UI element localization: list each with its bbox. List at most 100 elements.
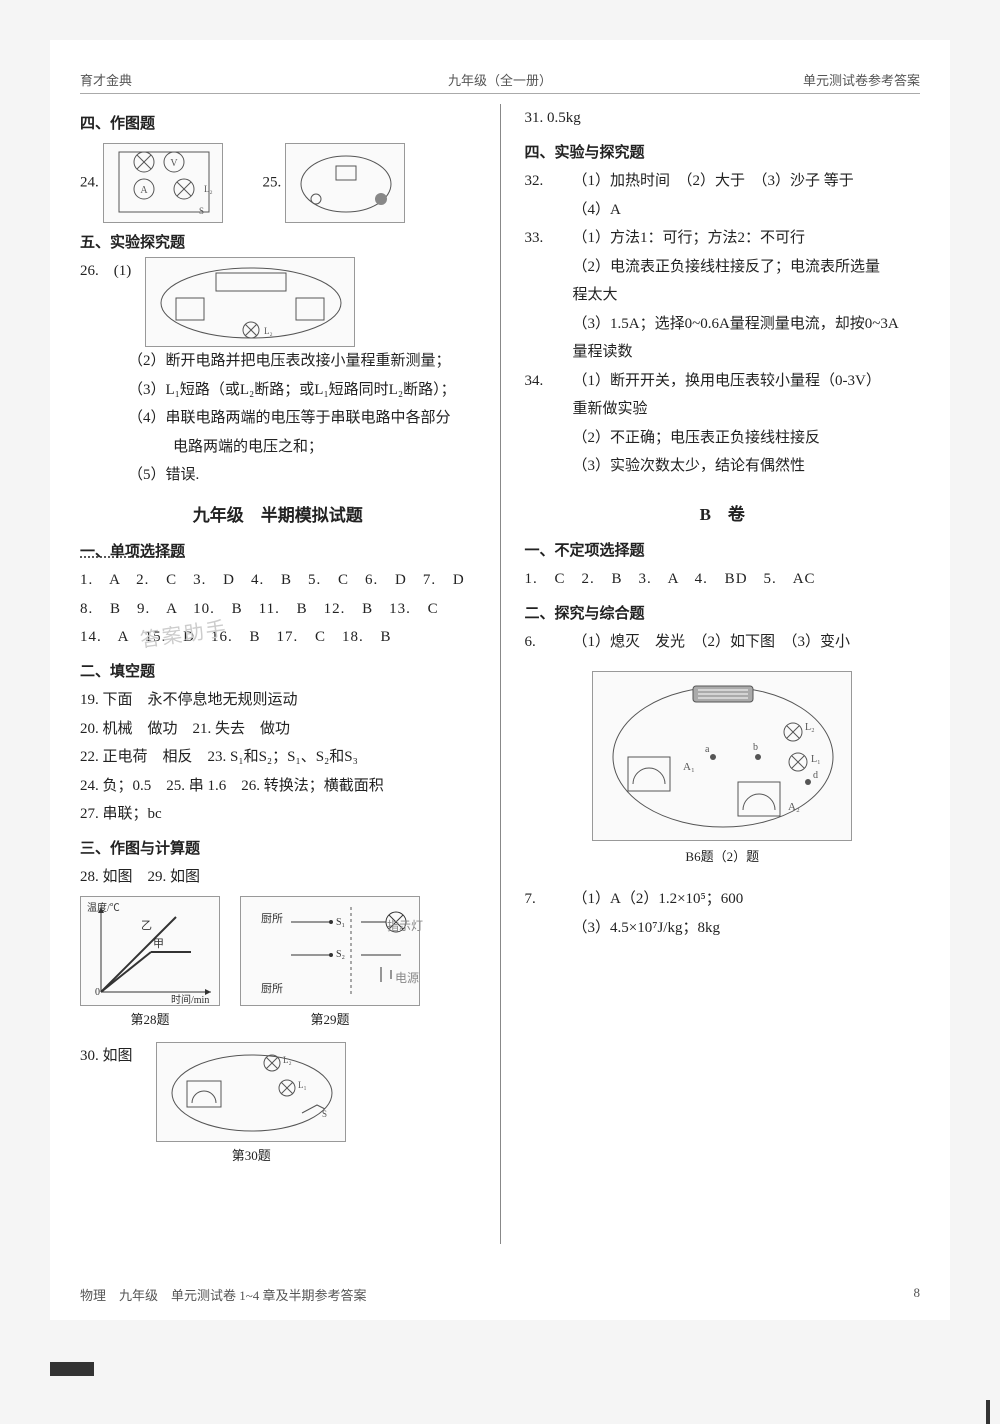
q32-num: 32. [525, 167, 573, 196]
q33-2b: 程太大 [525, 281, 921, 310]
q34-3: （3）实验次数太少，结论有偶然性 [525, 452, 921, 481]
footer-text: 物理 九年级 单元测试卷 1~4 章及半期参考答案 [80, 1285, 367, 1304]
svg-text:V: V [170, 158, 178, 169]
q33-3: （3）1.5A；选择0~0.6A量程测量电流，却按0~3A [525, 310, 921, 339]
circuit-icon [286, 144, 406, 224]
q33-3b: 量程读数 [525, 338, 921, 367]
svg-text:厨所: 厨所 [261, 982, 283, 995]
svg-text:S₁: S₁ [336, 917, 345, 928]
q26-5: （5）错误. [80, 461, 476, 490]
q20: 20. 机械 做功 21. 失去 做功 [80, 715, 476, 744]
svg-text:时间/min: 时间/min [171, 993, 209, 1006]
q26-experiment-diagram: L₂ [145, 257, 355, 347]
mc-row-2: 8. B 9. A 10. B 11. B 12. B 13. C [80, 595, 476, 624]
r-sec4-heading: 四、实验与探究题 [525, 139, 921, 168]
q19: 19. 下面 永不停息地无规则运动 [80, 686, 476, 715]
section-5-heading: 五、实验探究题 [80, 229, 476, 258]
svg-text:b: b [753, 742, 758, 753]
q6-1: （1）熄灭 发光 （2）如下图 （3）变小 [573, 628, 921, 657]
column-divider [500, 104, 501, 1244]
fig6-circuit: A₁ A₂ L₂ L₁ a b d [592, 671, 852, 841]
q24-block: 24. V A L₂ S [80, 143, 223, 223]
page-corner-badge [50, 1362, 94, 1376]
svg-text:A: A [140, 185, 148, 196]
q25-num: 25. [263, 174, 282, 190]
fig6-label: B6题（2）题 [525, 845, 921, 870]
q27: 27. 串联；bc [80, 800, 476, 829]
q7-num: 7. [525, 885, 573, 914]
svg-text:L₁: L₁ [811, 754, 821, 765]
q6-num: 6. [525, 628, 573, 657]
header-right: 单元测试卷参考答案 [640, 70, 920, 89]
q32-row: 32. （1）加热时间 （2）大于 （3）沙子 等于 [525, 167, 921, 196]
q26-3: （3）L₁短路（或L₂断路；或L₁短路同时L₂断路）； [80, 376, 476, 405]
dual-ammeter-circuit-icon: A₁ A₂ L₂ L₁ a b d [593, 672, 853, 842]
q22: 22. 正电荷 相反 23. S₁和S₂；S₁、S₂和S₃ [80, 743, 476, 772]
fig29-circuit: 厨所 S₁ S₂ 厨所 指示灯 电源 [240, 896, 420, 1006]
b-sec2-heading: 二、探究与综合题 [525, 600, 921, 629]
fig29-indicator-label: 指示灯 [387, 915, 423, 938]
midterm-title: 九年级 半期模拟试题 [80, 500, 476, 532]
fig30-label: 第30题 [156, 1144, 346, 1169]
q7-row: 7. （1）A（2）1.2×10⁵；600 [525, 885, 921, 914]
switch-circuit-icon: 厨所 S₁ S₂ 厨所 [241, 897, 421, 1007]
svg-text:S: S [199, 206, 204, 216]
q26-4: （4）串联电路两端的电压等于串联电路中各部分 [80, 404, 476, 433]
header-center: 九年级（全一册） [360, 70, 640, 89]
q26-block: 26. (1) L₂ [80, 257, 476, 347]
q33-1: （1）方法1：可行；方法2：不可行 [573, 224, 921, 253]
mc-row-1: 1. A 2. C 3. D 4. B 5. C 6. D 7. D [80, 566, 476, 595]
q33-row: 33. （1）方法1：可行；方法2：不可行 [525, 224, 921, 253]
svg-text:A₁: A₁ [683, 761, 695, 773]
svg-text:温度/℃: 温度/℃ [87, 901, 120, 914]
fig30-circuit: L₂ L₁ S [156, 1042, 346, 1142]
q7-1: （1）A（2）1.2×10⁵；600 [573, 885, 921, 914]
svg-text:L₂: L₂ [264, 326, 273, 336]
fig6-block: A₁ A₂ L₂ L₁ a b d B6题（2）题 [525, 671, 921, 870]
sec3-heading: 三、作图与计算题 [80, 835, 476, 864]
q24-num: 24. [80, 174, 99, 190]
circuit-icon: V A L₂ S [104, 144, 224, 224]
right-column: 31. 0.5kg 四、实验与探究题 32. （1）加热时间 （2）大于 （3）… [525, 104, 921, 1244]
b-mc-heading: 一、不定项选择题 [525, 537, 921, 566]
q31: 31. 0.5kg [525, 104, 921, 133]
svg-text:A₂: A₂ [788, 801, 800, 813]
svg-text:S₂: S₂ [336, 949, 345, 960]
q25-circuit-diagram [285, 143, 405, 223]
q30-text: 30. 如图 [80, 1048, 133, 1064]
svg-text:乙: 乙 [141, 919, 152, 932]
q34-2: （2）不正确；电压表正负接线柱接反 [525, 424, 921, 453]
svg-text:a: a [705, 744, 710, 755]
q24-circuit-diagram: V A L₂ S [103, 143, 223, 223]
svg-text:S: S [322, 1109, 327, 1119]
svg-text:L₂: L₂ [805, 722, 815, 733]
q30-block: 30. 如图 L₂ L₁ S [80, 1042, 476, 1169]
q34-row: 34. （1）断开开关，换用电压表较小量程（0-3V） [525, 367, 921, 396]
q24f: 24. 负；0.5 25. 串 1.6 26. 转换法；横截面积 [80, 772, 476, 801]
q32-1: （1）加热时间 （2）大于 （3）沙子 等于 [573, 167, 921, 196]
svg-text:L₁: L₁ [298, 1080, 307, 1090]
q26-2: （2）断开电路并把电压表改接小量程重新测量； [80, 347, 476, 376]
svg-text:厨所: 厨所 [261, 912, 283, 925]
q34-num: 34. [525, 367, 573, 396]
page-header: 育才金典 九年级（全一册） 单元测试卷参考答案 [80, 70, 920, 94]
q34-1b: 重新做实验 [525, 395, 921, 424]
b-paper-title: B 卷 [525, 499, 921, 531]
fig28-block: 温度/℃ 时间/min 0 乙 甲 第28题 [80, 896, 220, 1033]
q25-block: 25. [263, 143, 406, 223]
fig28-graph: 温度/℃ 时间/min 0 乙 甲 [80, 896, 220, 1006]
q26-4b: 电路两端的电压之和； [80, 433, 476, 462]
page: 育才金典 九年级（全一册） 单元测试卷参考答案 四、作图题 24. V A L₂ [50, 40, 950, 1320]
header-left: 育才金典 [80, 70, 360, 89]
svg-text:L₂: L₂ [204, 184, 213, 194]
fill-heading: 二、填空题 [80, 658, 476, 687]
q33-2: （2）电流表正负接线柱接反了；电流表所选量 [525, 253, 921, 282]
q32-2: （4）A [525, 196, 921, 225]
svg-text:甲: 甲 [153, 938, 164, 950]
svg-text:L₂: L₂ [283, 1055, 292, 1065]
q34-1: （1）断开开关，换用电压表较小量程（0-3V） [573, 367, 921, 396]
svg-text:0: 0 [95, 987, 100, 998]
section-4-heading: 四、作图题 [80, 110, 476, 139]
circuit-apparatus-icon: L₂ [146, 258, 356, 348]
mc-row-3: 14. A 15. D 16. B 17. C 18. B [80, 623, 476, 652]
